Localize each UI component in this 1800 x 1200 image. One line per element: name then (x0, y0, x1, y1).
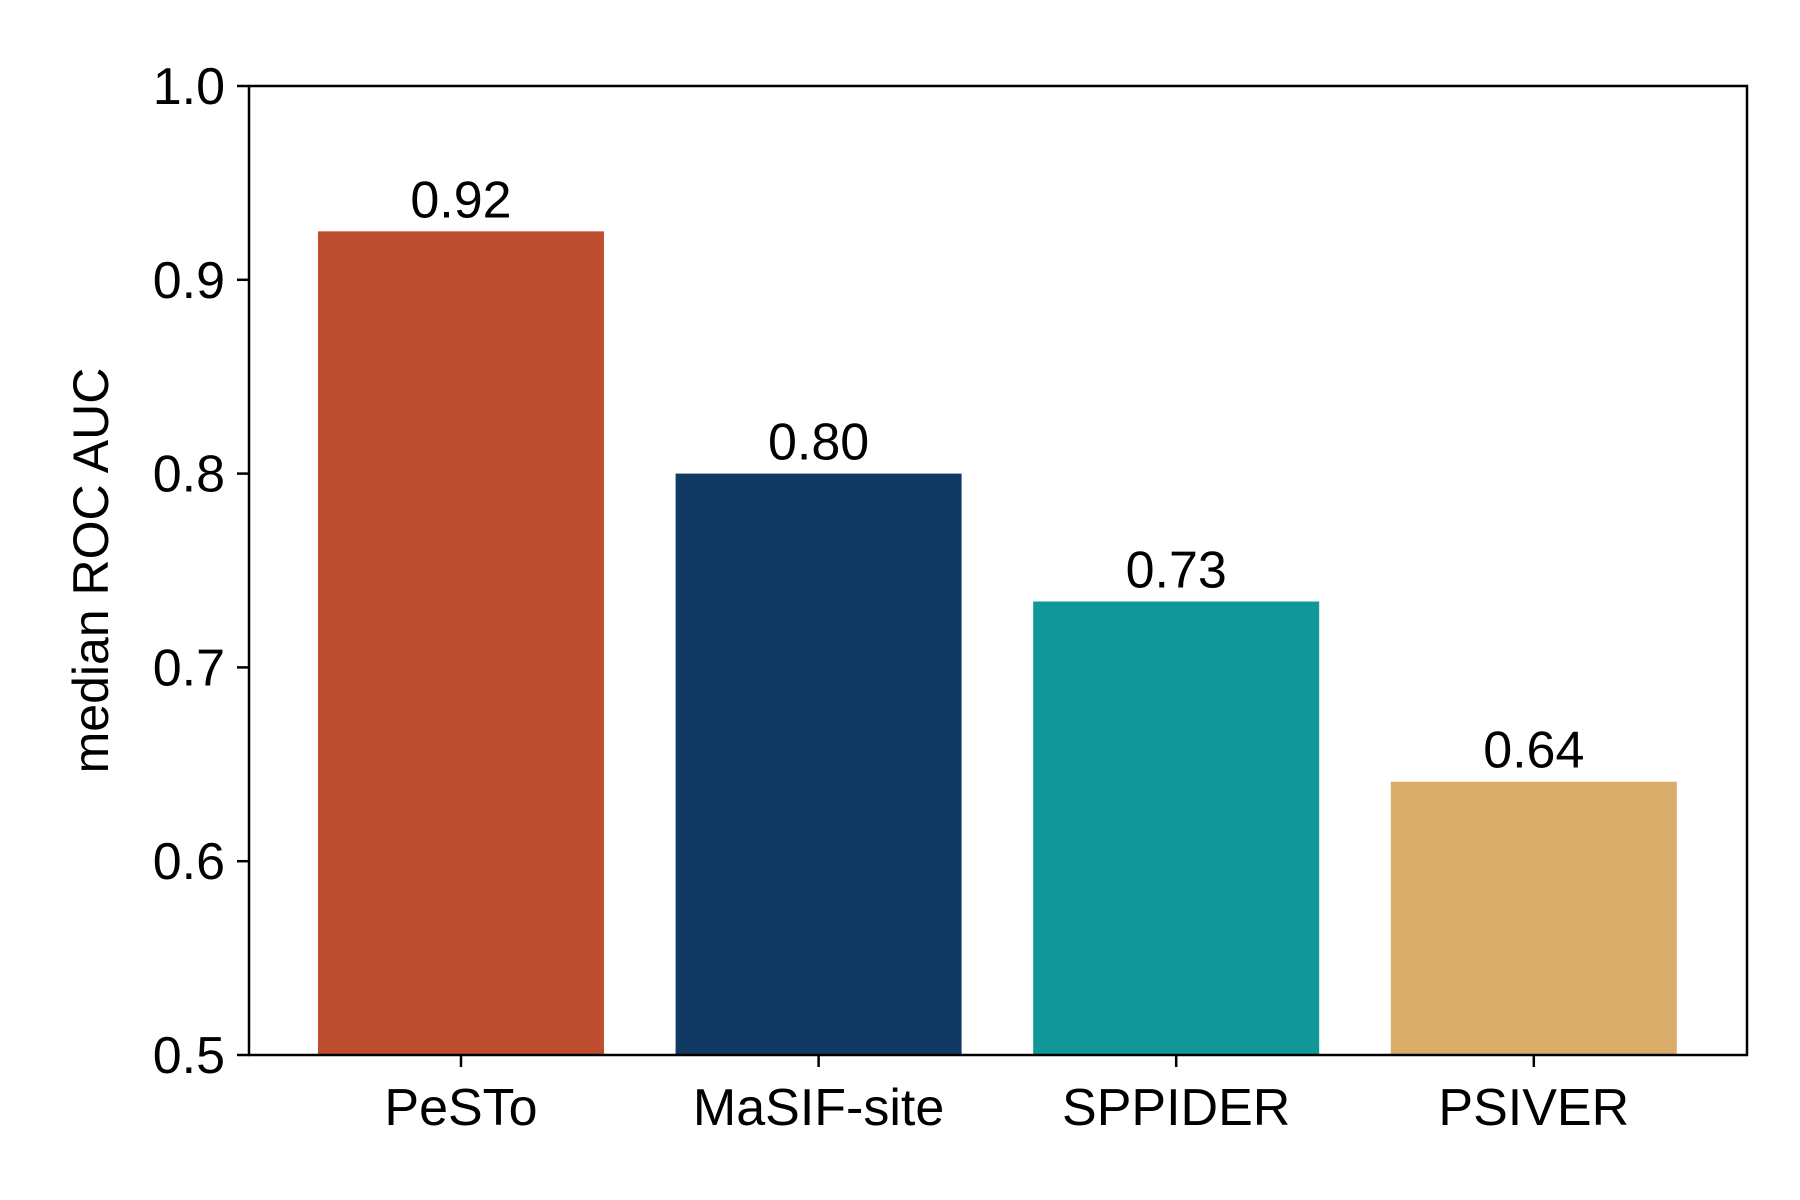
data-label: 0.80 (768, 414, 869, 472)
x-tick-label: PSIVER (1438, 1079, 1629, 1137)
x-tick-label: SPPIDER (1062, 1079, 1290, 1137)
y-tick-label: 0.8 (153, 446, 225, 504)
value-labels-group: 0.92 0.80 0.73 0.64 (410, 171, 1584, 779)
bar-psiver (1390, 781, 1677, 1055)
bar-pesto (318, 231, 604, 1056)
y-tick-label: 0.5 (153, 1027, 225, 1085)
plot-frame (247, 84, 1749, 1057)
x-tick-label: MaSIF-site (693, 1079, 944, 1137)
bar-masif-site (675, 473, 962, 1056)
data-label: 0.73 (1126, 542, 1227, 600)
y-tick-label: 0.9 (153, 252, 225, 310)
y-tick-label: 1.0 (153, 58, 225, 116)
data-label: 0.64 (1483, 722, 1584, 780)
y-tick-label: 0.6 (153, 833, 225, 891)
x-axis-ticks: PeSTo MaSIF-site SPPIDER PSIVER (384, 1055, 1629, 1137)
y-tick-label: 0.7 (153, 639, 225, 697)
bar-sppider (1033, 601, 1320, 1055)
x-tick-label: PeSTo (384, 1079, 537, 1137)
bars-group (318, 231, 1677, 1056)
data-label: 0.92 (410, 171, 511, 229)
y-axis-title: median ROC AUC (63, 368, 119, 774)
y-axis-ticks: 0.5 0.6 0.7 0.8 0.9 1.0 (153, 58, 249, 1085)
